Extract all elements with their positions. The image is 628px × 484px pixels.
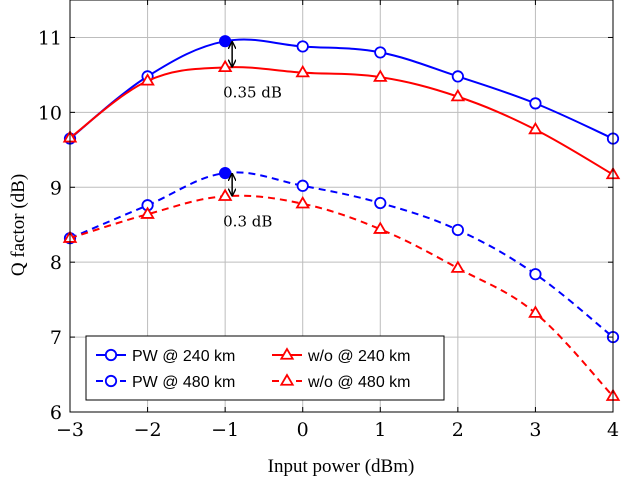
- data-point: [140, 206, 155, 219]
- data-point: [450, 260, 466, 273]
- legend-label: PW @ 480 km: [132, 374, 235, 391]
- data-point: [451, 70, 464, 83]
- data-point: [219, 35, 232, 48]
- legend-item: PW @ 240 km: [96, 348, 235, 365]
- y-tick-label: 9: [50, 177, 62, 199]
- legend-label: w/o @ 480 km: [307, 374, 411, 391]
- x-tick-label: 3: [529, 419, 541, 441]
- y-tick-label: 10: [38, 102, 62, 124]
- data-point: [217, 59, 233, 73]
- data-point: [529, 97, 542, 110]
- data-point: [373, 221, 388, 234]
- data-point: [219, 166, 232, 180]
- x-tick-label: 2: [452, 419, 464, 441]
- data-point: [529, 268, 542, 281]
- data-point: [374, 196, 387, 210]
- x-tick-label: −2: [134, 419, 162, 441]
- series-line: [69, 38, 614, 140]
- data-point: [450, 88, 466, 102]
- data-point: [528, 121, 543, 135]
- legend-item: w/o @ 240 km: [272, 347, 411, 365]
- y-tick-label: 11: [38, 27, 62, 49]
- data-point: [140, 73, 155, 86]
- plot-frame: [69, 0, 614, 413]
- legend-marker: [279, 347, 295, 360]
- y-axis-title: Q factor (dB): [8, 174, 29, 276]
- data-point: [528, 305, 543, 318]
- difference-label: 0.3 dB: [223, 212, 272, 230]
- legend-marker: [279, 373, 295, 386]
- data-point: [295, 64, 310, 78]
- x-tick-label: 4: [607, 419, 619, 441]
- legend-label: PW @ 240 km: [132, 348, 235, 365]
- annotation-layer: 0.35 dB 0.3 dB: [223, 42, 282, 230]
- data-point: [296, 179, 309, 192]
- axis-ticks: −3 −2 −1 0 1 2 3 4 6 7 8 9 10 11: [38, 0, 619, 441]
- legend-marker: [104, 374, 118, 388]
- data-point: [373, 69, 388, 82]
- legend-box: [85, 335, 445, 401]
- x-tick-label: −3: [56, 419, 84, 441]
- data-point: [295, 195, 310, 209]
- y-tick-label: 8: [50, 252, 62, 274]
- x-tick-label: −1: [211, 419, 239, 441]
- series-1: [62, 59, 621, 180]
- legend-item: PW @ 480 km: [96, 374, 235, 391]
- legend-label: w/o @ 240 km: [307, 348, 411, 365]
- data-point: [217, 188, 233, 201]
- x-axis-title: Input power (dBm): [268, 456, 415, 477]
- y-tick-label: 7: [50, 327, 62, 349]
- legend-marker: [104, 348, 118, 362]
- data-point: [451, 223, 464, 237]
- legend: PW @ 240 km w/o @ 240 km PW @ 480 km w/o @ …: [85, 335, 445, 401]
- data-point: [374, 46, 387, 59]
- legend-item: w/o @ 480 km: [272, 373, 411, 391]
- x-tick-label: 0: [297, 419, 309, 441]
- y-tick-label: 6: [50, 402, 62, 424]
- series-3: [62, 188, 621, 401]
- data-point: [296, 40, 309, 53]
- difference-label: 0.35 dB: [223, 83, 282, 101]
- x-tick-label: 1: [374, 419, 386, 441]
